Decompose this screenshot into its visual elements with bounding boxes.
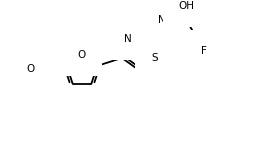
Text: F: F (187, 46, 193, 56)
Text: F: F (208, 34, 214, 44)
Text: N: N (124, 34, 132, 44)
Text: N: N (41, 64, 49, 74)
Text: F: F (201, 46, 207, 56)
Text: O: O (78, 50, 86, 60)
Text: S: S (151, 53, 158, 63)
Text: N: N (158, 15, 166, 25)
Text: O: O (27, 64, 35, 74)
Text: OH: OH (178, 1, 194, 11)
Text: O: O (41, 50, 49, 60)
